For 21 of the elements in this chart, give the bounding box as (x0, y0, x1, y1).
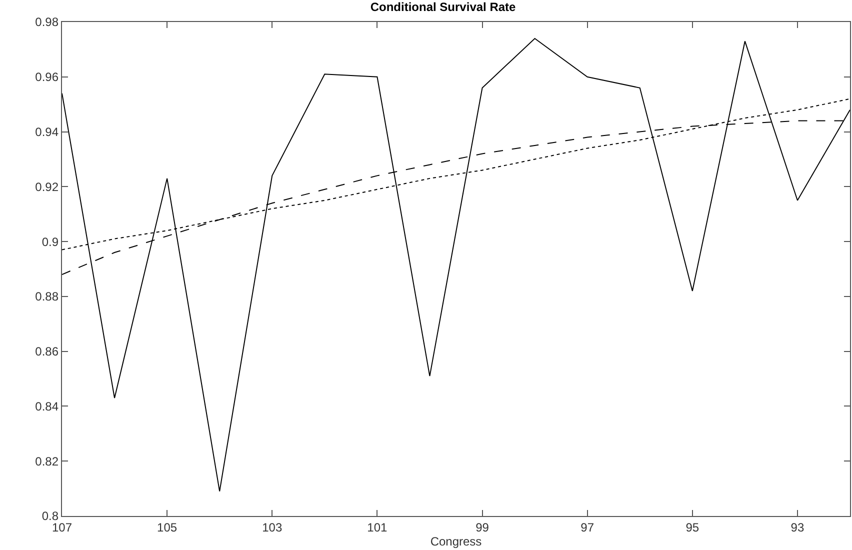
x-tick-label: 97 (580, 520, 594, 534)
x-tick-label: 95 (686, 520, 700, 534)
chart-title: Conditional Survival Rate (370, 0, 516, 14)
x-tick-label: 93 (790, 520, 804, 534)
y-tick-label: 0.8 (42, 509, 59, 524)
x-tick-label: 107 (52, 520, 72, 534)
y-tick-label: 0.9 (42, 234, 59, 249)
y-tick-label: 0.92 (35, 180, 59, 194)
x-tick-label: 101 (367, 520, 388, 534)
x-tick-label: 99 (476, 520, 490, 534)
x-tick-label: 103 (262, 520, 282, 534)
y-tick-label: 0.88 (35, 290, 59, 304)
y-tick-label: 0.82 (35, 454, 59, 468)
y-tick-label: 0.86 (35, 344, 59, 359)
line-series (62, 38, 850, 492)
x-axis-title: Congress (430, 534, 482, 548)
y-tick-label: 0.94 (35, 124, 59, 139)
y-tick-label: 0.96 (35, 70, 59, 84)
y-tick-label: 0.84 (35, 399, 59, 414)
y-tick-label: 0.98 (35, 15, 59, 30)
x-tick-label: 105 (157, 520, 178, 534)
